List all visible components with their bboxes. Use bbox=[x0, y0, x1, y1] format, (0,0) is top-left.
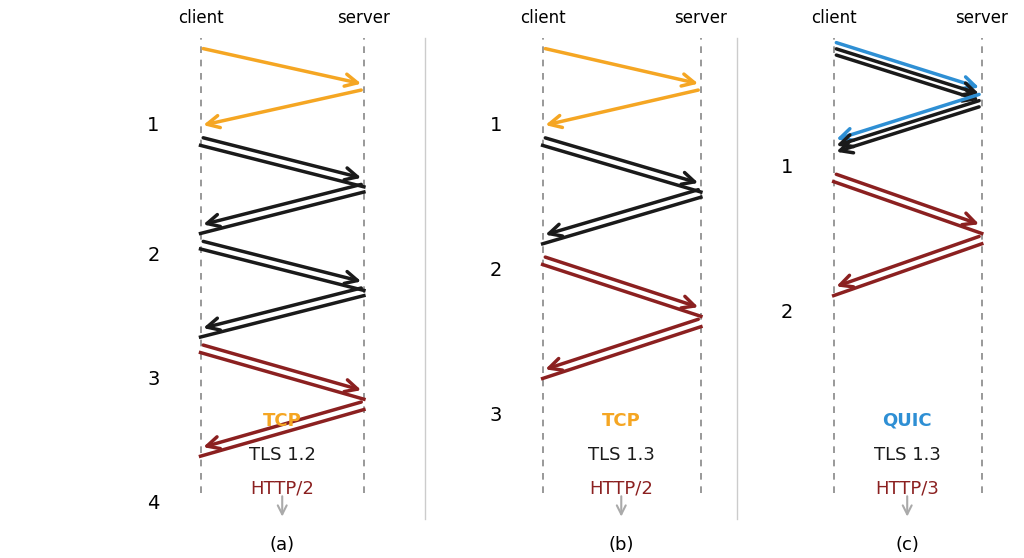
Text: server: server bbox=[955, 9, 1009, 27]
Text: 1: 1 bbox=[489, 116, 502, 135]
Text: 2: 2 bbox=[147, 246, 160, 264]
Text: (b): (b) bbox=[608, 536, 634, 554]
Text: HTTP/3: HTTP/3 bbox=[876, 479, 939, 497]
Text: client: client bbox=[811, 9, 856, 27]
Text: TCP: TCP bbox=[263, 412, 302, 430]
Text: 2: 2 bbox=[489, 261, 502, 280]
Text: HTTP/2: HTTP/2 bbox=[250, 479, 314, 497]
Text: (a): (a) bbox=[269, 536, 295, 554]
Text: 3: 3 bbox=[147, 370, 160, 389]
Text: client: client bbox=[178, 9, 223, 27]
Text: TLS 1.2: TLS 1.2 bbox=[249, 446, 315, 464]
Text: 1: 1 bbox=[780, 158, 793, 177]
Text: TLS 1.3: TLS 1.3 bbox=[588, 446, 654, 464]
Text: TCP: TCP bbox=[602, 412, 641, 430]
Text: 3: 3 bbox=[489, 406, 502, 425]
Text: (c): (c) bbox=[895, 536, 920, 554]
Text: HTTP/2: HTTP/2 bbox=[590, 479, 653, 497]
Text: server: server bbox=[675, 9, 727, 27]
Text: 1: 1 bbox=[147, 116, 160, 135]
Text: QUIC: QUIC bbox=[883, 412, 932, 430]
Text: 4: 4 bbox=[147, 494, 160, 513]
Text: TLS 1.3: TLS 1.3 bbox=[873, 446, 941, 464]
Text: 2: 2 bbox=[780, 302, 793, 321]
Text: client: client bbox=[520, 9, 565, 27]
Text: server: server bbox=[338, 9, 390, 27]
